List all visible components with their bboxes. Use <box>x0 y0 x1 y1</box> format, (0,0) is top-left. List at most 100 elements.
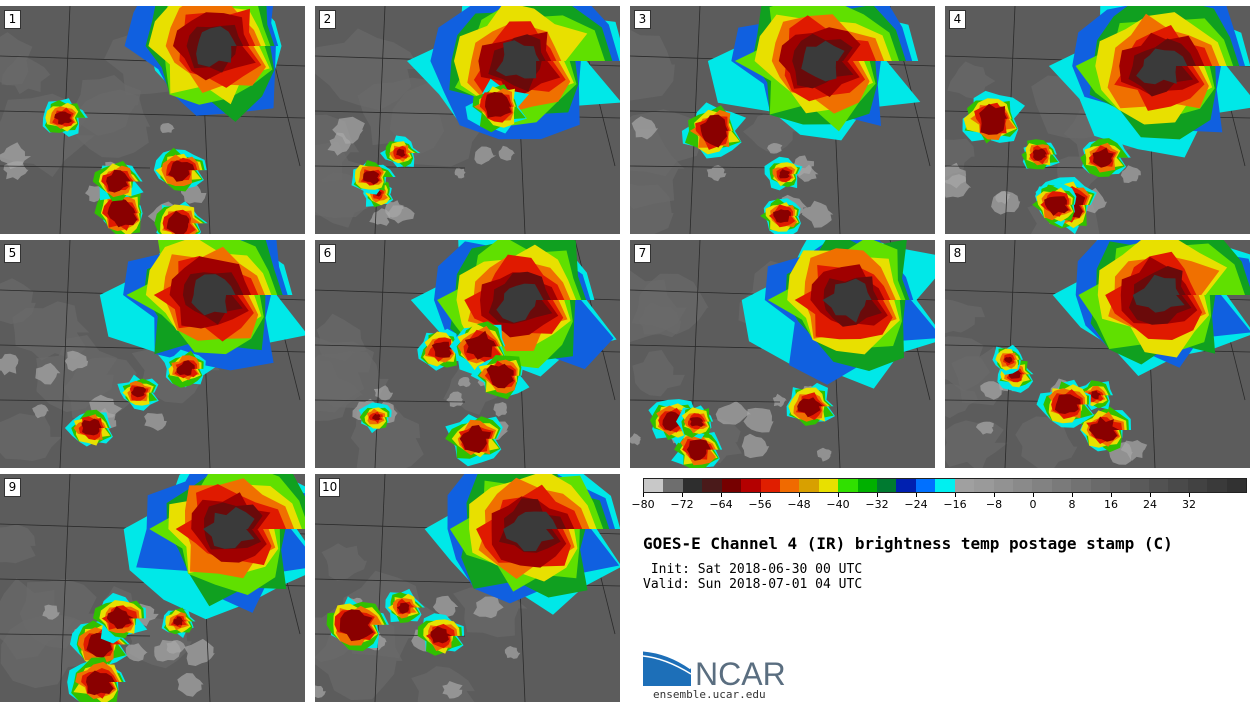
cloud-area <box>196 26 237 67</box>
cloud-area <box>474 146 497 165</box>
colorbar-swatch <box>1090 479 1111 492</box>
cloud-area <box>446 391 464 408</box>
panel-2: 2 <box>315 6 620 234</box>
panel-1: 1 <box>0 6 305 234</box>
colorbar-tick <box>955 493 956 497</box>
cloud-area <box>945 420 1008 468</box>
boundary-line <box>630 399 781 403</box>
cloud-area <box>316 313 367 362</box>
colorbar-tick <box>760 493 761 497</box>
colorbar-swatch <box>663 479 683 492</box>
cloud-area <box>1092 147 1114 168</box>
cloud-area <box>64 350 89 372</box>
cloud-area <box>32 404 49 419</box>
panel-9: 9 <box>0 474 305 702</box>
cloud-area <box>975 421 994 435</box>
cloud-area <box>632 350 685 397</box>
cloud-area <box>315 685 326 698</box>
cloud-area <box>160 123 175 133</box>
colorbar-tick-label: −72 <box>670 498 694 511</box>
cloud-area <box>1054 394 1081 414</box>
cloud-area <box>1015 416 1078 468</box>
colorbar-swatch <box>974 479 994 492</box>
boundary-line <box>0 399 151 403</box>
cloud-area <box>442 681 463 699</box>
cloud-area <box>822 278 872 323</box>
colorbar-tick <box>1072 493 1073 497</box>
colorbar-tick-label: −56 <box>748 498 772 511</box>
cloud-area <box>166 210 190 234</box>
cloud-area <box>779 169 790 179</box>
panel-6: 6 <box>315 240 620 468</box>
boundary-line <box>315 399 466 403</box>
colorbar-swatch <box>1129 479 1149 492</box>
init-time: Init: Sat 2018-06-30 00 UTC <box>643 562 863 577</box>
colorbar-tick <box>1189 493 1190 497</box>
colorbar-swatch <box>682 479 703 492</box>
colorbar-tick-label: 8 <box>1068 498 1076 511</box>
colorbar-tick-label: −80 <box>631 498 655 511</box>
cloud-area <box>1120 165 1141 183</box>
boundary-line <box>315 165 466 169</box>
cloud-area <box>797 397 823 418</box>
satellite-image <box>630 6 935 234</box>
colorbar-swatch <box>1148 479 1169 492</box>
cloud-area <box>373 189 382 197</box>
cloud-area <box>816 447 832 462</box>
cloud-area <box>321 543 367 581</box>
boundary-line <box>630 165 781 169</box>
cloud-area <box>493 402 508 417</box>
cloud-area <box>327 132 351 156</box>
cloud-area <box>315 28 421 111</box>
cloud-area <box>35 362 61 385</box>
colorbar-tick-label: 24 <box>1143 498 1157 511</box>
cloud-area <box>1004 356 1013 364</box>
cloud-area <box>396 148 406 158</box>
cloud-area <box>630 29 675 101</box>
panel-number: 3 <box>634 10 651 29</box>
colorbar-swatch <box>915 479 936 492</box>
colorbar-tick <box>682 493 683 497</box>
satellite-image <box>315 474 620 702</box>
cloud-area <box>945 336 990 392</box>
cloud-area <box>503 511 558 552</box>
cloud-area <box>144 413 167 431</box>
cloud-area <box>486 363 514 389</box>
cloud-area <box>496 283 544 323</box>
cloud-area <box>631 273 709 335</box>
cloud-area <box>0 353 19 376</box>
panel-number: 2 <box>319 10 336 29</box>
panel-4: 4 <box>945 6 1250 234</box>
colorbar <box>643 478 1247 493</box>
cloud-area <box>496 40 540 79</box>
panel-number: 8 <box>949 244 966 263</box>
cloud-area <box>173 616 184 626</box>
colorbar-swatch <box>818 479 839 492</box>
colorbar-swatch <box>779 479 800 492</box>
cloud-area <box>743 407 774 433</box>
cloud-area <box>1044 196 1069 216</box>
cloud-area <box>1 54 51 95</box>
logo-url: ensemble.ucar.edu <box>653 688 766 701</box>
colorbar-swatch <box>1187 479 1208 492</box>
satellite-image <box>0 240 305 468</box>
cloud-area <box>106 606 135 629</box>
cloud-area <box>0 524 36 564</box>
colorbar-tick-label: −40 <box>826 498 850 511</box>
cloud-area <box>332 116 365 144</box>
cloud-area <box>431 341 453 358</box>
colorbar-swatch <box>741 479 761 492</box>
panel-5: 5 <box>0 240 305 468</box>
colorbar-tick-label: 16 <box>1104 498 1118 511</box>
satellite-image <box>0 474 305 702</box>
cloud-area <box>315 351 389 409</box>
cloud-area <box>1088 416 1120 442</box>
cloud-area <box>498 145 515 161</box>
colorbar-tick-label: 0 <box>1029 498 1037 511</box>
colorbar-swatch <box>1051 479 1072 492</box>
figure-title: GOES-E Channel 4 (IR) brightness temp po… <box>643 534 1173 553</box>
boundary-line <box>374 474 386 702</box>
colorbar-swatch <box>702 479 722 492</box>
cloud-area <box>457 377 471 388</box>
panel-number: 6 <box>319 244 336 263</box>
